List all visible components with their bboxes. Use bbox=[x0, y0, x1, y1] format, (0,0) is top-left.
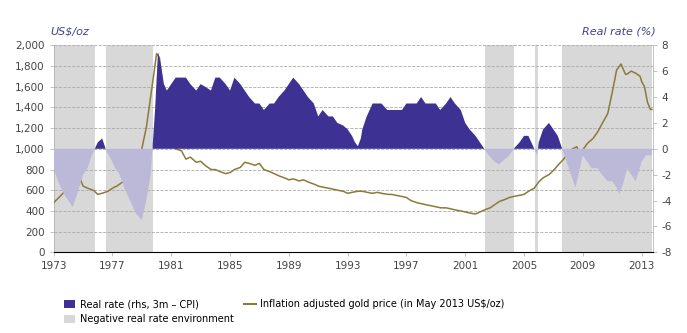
Bar bbox=[484, 45, 514, 252]
Bar bbox=[534, 45, 538, 252]
Text: Real rate (%): Real rate (%) bbox=[582, 27, 655, 37]
Text: US$/oz: US$/oz bbox=[51, 27, 89, 37]
Bar bbox=[563, 45, 652, 252]
Legend: Real rate (rhs, 3m – CPI), Negative real rate environment, Inflation adjusted go: Real rate (rhs, 3m – CPI), Negative real… bbox=[60, 295, 508, 328]
Bar bbox=[106, 45, 153, 252]
Bar bbox=[54, 45, 95, 252]
